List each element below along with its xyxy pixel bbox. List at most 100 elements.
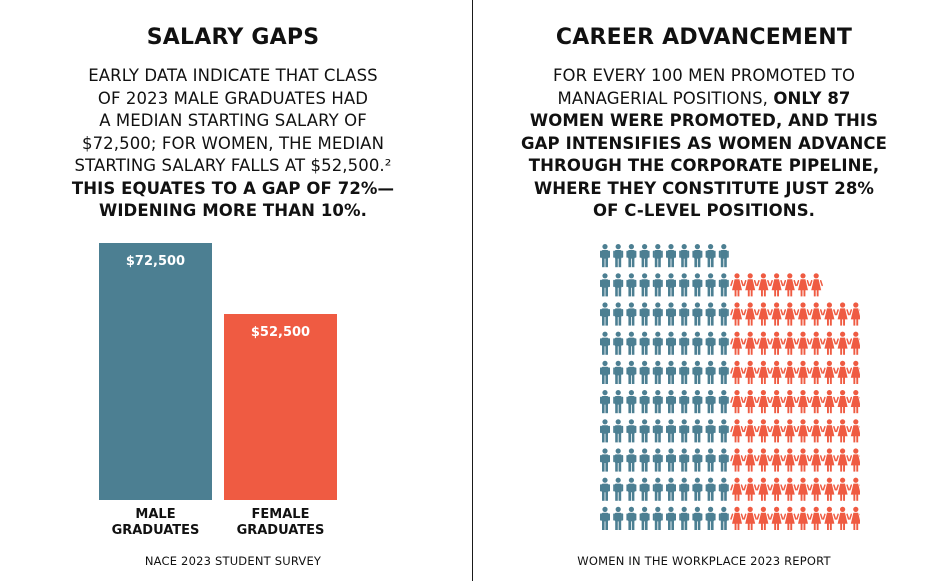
paragraph-line: WHERE THEY CONSTITUTE JUST 28%	[478, 178, 930, 201]
man-icon	[692, 477, 703, 501]
woman-icon	[835, 360, 850, 384]
man-icon	[692, 244, 703, 268]
man-icon	[666, 302, 676, 326]
man-icon	[692, 360, 703, 384]
man-icon	[679, 302, 690, 326]
woman-icon	[835, 477, 850, 501]
man-icon	[718, 390, 729, 414]
man-icon	[652, 331, 663, 355]
man-icon	[679, 419, 690, 443]
woman-icon	[822, 331, 837, 355]
man-icon	[666, 244, 676, 268]
woman-icon	[809, 390, 823, 414]
man-icon	[652, 506, 663, 530]
woman-icon	[849, 419, 860, 443]
man-icon	[679, 506, 690, 530]
promotion-pictogram	[600, 244, 860, 530]
woman-icon	[809, 302, 823, 326]
woman-icon	[849, 360, 860, 384]
man-icon	[600, 302, 610, 326]
woman-icon	[769, 448, 784, 472]
man-icon	[600, 419, 610, 443]
woman-icon	[796, 506, 810, 530]
woman-icon	[743, 390, 757, 414]
man-icon	[718, 419, 729, 443]
man-icon	[600, 360, 610, 384]
paragraph-line: WOMEN WERE PROMOTED, AND THIS	[478, 110, 930, 133]
man-icon	[679, 448, 690, 472]
man-icon	[613, 390, 624, 414]
woman-icon	[743, 302, 757, 326]
paragraph-text: $72,500; FOR WOMEN, THE MEDIAN	[81, 133, 385, 153]
man-icon	[652, 360, 663, 384]
man-icon	[666, 390, 676, 414]
category-label-line: GRADUATES	[111, 523, 200, 538]
man-icon	[705, 477, 716, 501]
woman-icon	[756, 390, 771, 414]
woman-icon	[730, 477, 744, 501]
woman-icon	[743, 419, 757, 443]
man-icon	[600, 506, 610, 530]
woman-icon	[743, 448, 757, 472]
paragraph-line: OF C-LEVEL POSITIONS.	[478, 200, 930, 223]
man-icon	[718, 331, 729, 355]
paragraph-line: FOR EVERY 100 MEN PROMOTED TO	[478, 65, 930, 88]
woman-icon	[730, 360, 744, 384]
paragraph-text: GAP INTENSIFIES AS WOMEN ADVANCE	[521, 133, 887, 153]
man-icon	[626, 331, 637, 355]
man-icon	[613, 331, 624, 355]
man-icon	[718, 506, 729, 530]
bar-value-label: $52,500	[250, 325, 311, 340]
woman-icon	[783, 506, 797, 530]
woman-icon	[730, 506, 744, 530]
paragraph-line: $72,500; FOR WOMEN, THE MEDIAN	[0, 133, 466, 156]
woman-icon	[822, 360, 837, 384]
woman-icon	[783, 273, 797, 297]
woman-icon	[730, 390, 744, 414]
man-icon	[652, 273, 663, 297]
man-icon	[679, 331, 690, 355]
man-icon	[705, 273, 716, 297]
man-icon	[652, 448, 663, 472]
man-icon	[626, 448, 637, 472]
woman-icon	[849, 390, 860, 414]
woman-icon	[730, 448, 744, 472]
woman-icon	[730, 302, 744, 326]
man-icon	[666, 331, 676, 355]
woman-icon	[743, 360, 757, 384]
man-icon	[666, 477, 676, 501]
woman-icon	[756, 419, 771, 443]
woman-icon	[796, 448, 810, 472]
man-icon	[652, 244, 663, 268]
man-icon	[666, 419, 676, 443]
man-icon	[639, 448, 650, 472]
man-icon	[705, 390, 716, 414]
man-icon	[613, 448, 624, 472]
salary-gaps-paragraph: EARLY DATA INDICATE THAT CLASS OF 2023 MA…	[0, 65, 466, 223]
woman-icon	[822, 506, 837, 530]
salary-gaps-title: SALARY GAPS	[146, 25, 320, 50]
paragraph-text: STARTING SALARY FALLS AT $52,500.²	[74, 156, 392, 175]
man-icon	[705, 244, 716, 268]
woman-icon	[835, 390, 850, 414]
paragraph-line: GAP INTENSIFIES AS WOMEN ADVANCE	[478, 133, 930, 156]
man-icon	[652, 302, 663, 326]
woman-icon	[769, 302, 784, 326]
man-icon	[626, 419, 637, 443]
woman-icon	[756, 448, 771, 472]
man-icon	[679, 360, 690, 384]
woman-icon	[809, 477, 823, 501]
man-icon	[639, 244, 650, 268]
man-icon	[613, 477, 624, 501]
paragraph-text: A MEDIAN STARTING SALARY OF	[99, 111, 367, 130]
woman-icon	[756, 360, 771, 384]
paragraph-text: EARLY DATA INDICATE THAT CLASS	[88, 66, 378, 85]
man-icon	[613, 419, 624, 443]
woman-icon	[835, 506, 850, 530]
paragraph-line: THIS EQUATES TO A GAP OF 72%—	[0, 178, 466, 201]
man-icon	[666, 273, 676, 297]
woman-icon	[809, 331, 823, 355]
man-icon	[718, 273, 729, 297]
category-label-line: FEMALE	[251, 507, 310, 522]
man-icon	[679, 477, 690, 501]
